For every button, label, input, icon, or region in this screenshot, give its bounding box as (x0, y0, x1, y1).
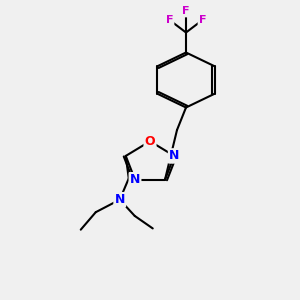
Text: O: O (145, 135, 155, 148)
Text: N: N (130, 173, 140, 186)
Text: N: N (169, 149, 179, 162)
Text: F: F (166, 15, 173, 25)
Text: F: F (182, 6, 190, 16)
Text: N: N (115, 193, 125, 206)
Text: F: F (199, 15, 206, 25)
